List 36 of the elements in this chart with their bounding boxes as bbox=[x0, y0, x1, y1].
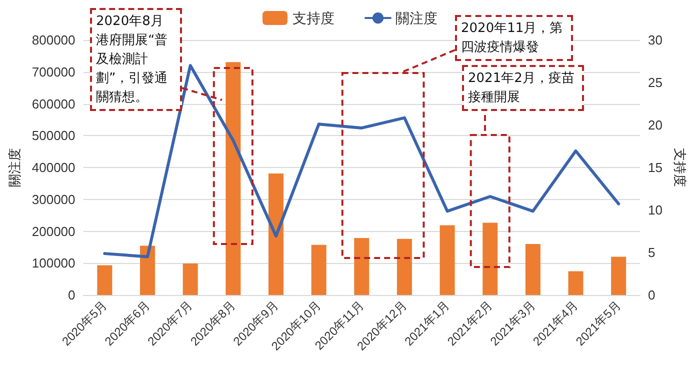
y2-axis-title: 支持度 bbox=[672, 148, 688, 187]
bar bbox=[482, 222, 498, 295]
y-tick-label: 400000 bbox=[32, 160, 76, 175]
y-tick-label: 100000 bbox=[32, 256, 76, 271]
bar bbox=[182, 264, 198, 295]
y2-tick-label: 20 bbox=[648, 118, 662, 132]
y-tick-label: 800000 bbox=[32, 32, 76, 48]
bar bbox=[396, 238, 412, 295]
y-tick-label: 0 bbox=[68, 288, 76, 302]
bar bbox=[440, 225, 455, 295]
y2-tick-label: 30 bbox=[648, 32, 662, 48]
bar bbox=[611, 256, 626, 295]
y-tick-label: 500000 bbox=[32, 128, 76, 144]
bar bbox=[354, 238, 370, 295]
y-tick-label: 300000 bbox=[32, 192, 76, 207]
bar bbox=[525, 244, 540, 295]
bar bbox=[268, 173, 284, 295]
y-tick-label: 700000 bbox=[32, 64, 76, 80]
y2-tick-label: 10 bbox=[648, 202, 662, 218]
bar bbox=[97, 265, 112, 295]
annotation: 2020年8月港府開展“普及檢測計劃”，引發通關猜想。 bbox=[90, 8, 182, 111]
annotation: 2020年11月，第四波疫情爆發 bbox=[455, 15, 573, 61]
y-tick-label: 600000 bbox=[32, 96, 76, 112]
bar bbox=[226, 62, 241, 295]
legend-label: 支持度 bbox=[292, 10, 334, 26]
legend-label: 關注度 bbox=[396, 10, 438, 26]
y2-tick-label: 25 bbox=[648, 75, 662, 90]
bar bbox=[311, 244, 326, 295]
y2-tick-label: 15 bbox=[648, 160, 662, 175]
y2-tick-label: 5 bbox=[648, 245, 656, 260]
y-tick-label: 200000 bbox=[32, 224, 76, 239]
annotation: 2021年2月，疫苗接種開展 bbox=[462, 65, 584, 111]
bar bbox=[140, 246, 156, 295]
y-axis-title: 關注度 bbox=[7, 148, 22, 187]
bar bbox=[568, 271, 584, 295]
y2-tick-label: 0 bbox=[648, 288, 656, 302]
